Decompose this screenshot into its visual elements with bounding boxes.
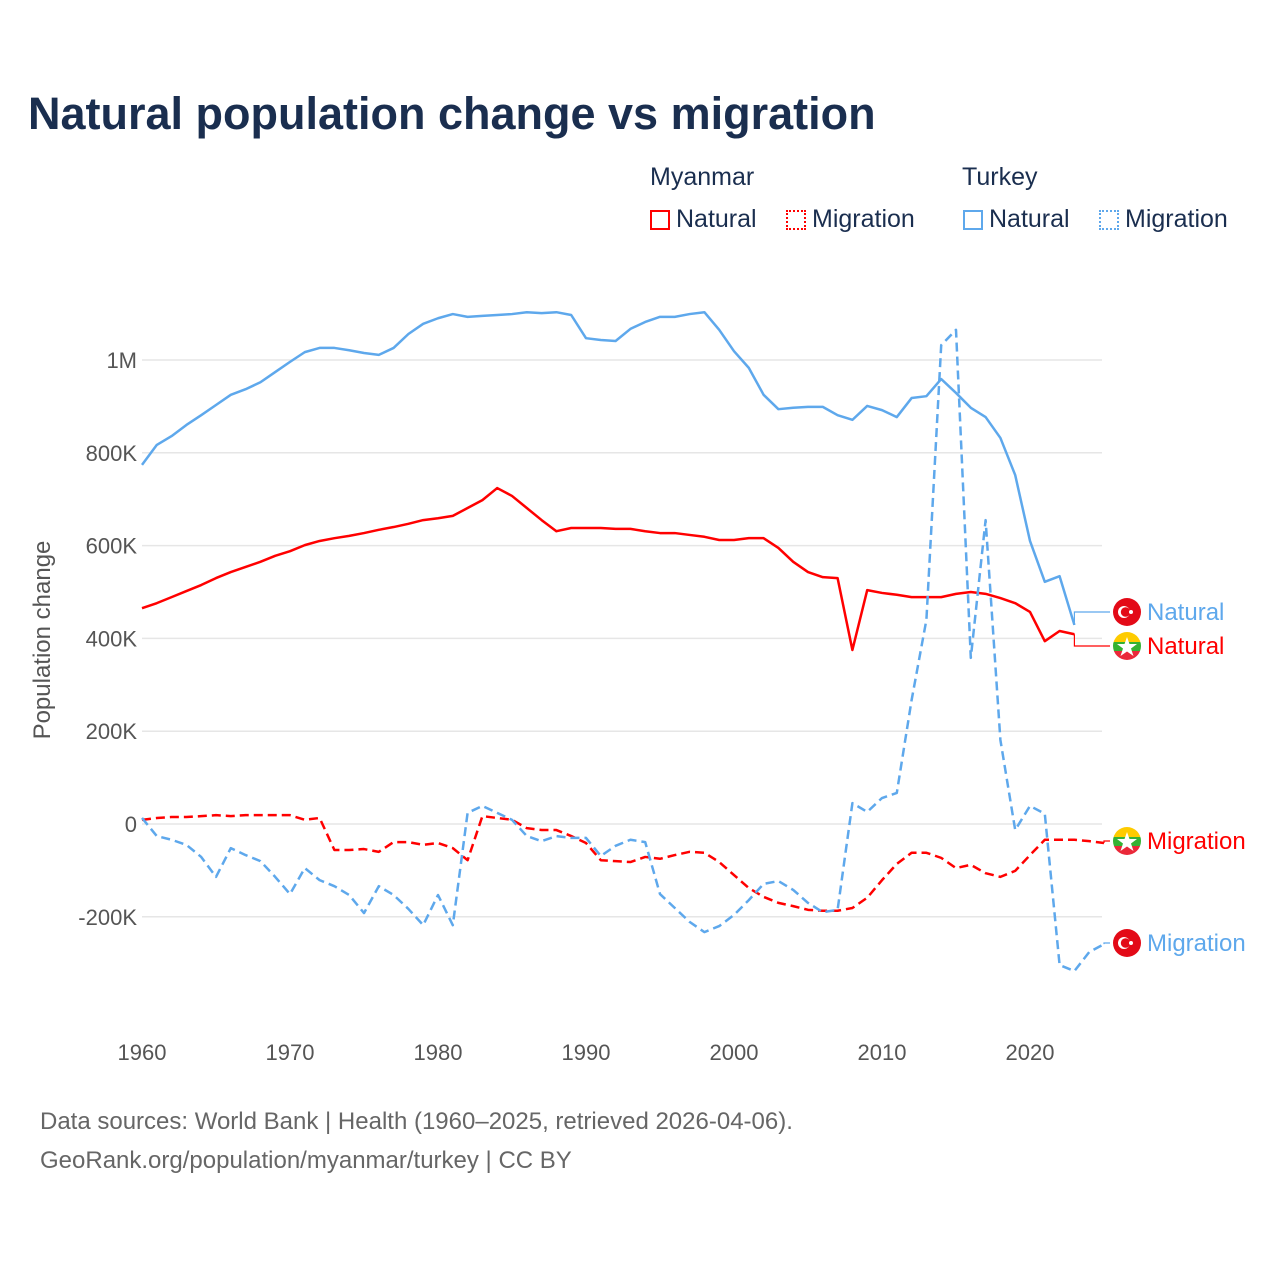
x-tick-label: 1970 (266, 1040, 315, 1065)
legend-label: Natural (989, 205, 1070, 233)
legend-myanmar-natural[interactable]: Natural (650, 205, 757, 234)
turkey-flag-icon (1113, 598, 1141, 626)
x-tick-label: 2000 (710, 1040, 759, 1065)
flag-red (1113, 846, 1141, 855)
flag-crescent-cut (1120, 938, 1131, 948)
myanmar-flag-icon (1113, 827, 1141, 855)
end-label: Natural (1147, 633, 1224, 660)
flag-red (1113, 651, 1141, 660)
turkey-migration-line (141, 328, 1105, 973)
label-connector (1103, 840, 1110, 844)
legend-label: Natural (676, 205, 757, 233)
x-tick-label: 1960 (118, 1040, 167, 1065)
legend-group-turkey: Turkey (962, 163, 1038, 191)
myanmar-flag-icon (1113, 632, 1141, 660)
legend-turkey-migration[interactable]: Migration (1099, 205, 1228, 234)
legend-swatch-solid (650, 209, 670, 230)
y-tick-label: 600K (86, 534, 138, 559)
flag-star (1117, 637, 1137, 656)
flag-star (1129, 610, 1133, 614)
label-connector (1103, 942, 1110, 945)
turkey-flag-icon (1113, 929, 1141, 957)
legend-swatch-dotted (786, 209, 806, 230)
footer-sources: Data sources: World Bank | Health (1960–… (40, 1108, 793, 1135)
x-tick-label: 2020 (1006, 1040, 1055, 1065)
y-tick-label: 0 (125, 812, 137, 837)
x-tick-label: 2010 (858, 1040, 907, 1065)
flag-stripes (1113, 632, 1141, 660)
legend-swatch-solid (963, 209, 983, 230)
chart-title: Natural population change vs migration (28, 88, 876, 139)
end-label: Migration (1147, 828, 1246, 855)
legend-group-myanmar: Myanmar (650, 163, 755, 191)
footer-link[interactable]: GeoRank.org/population/myanmar/turkey | … (40, 1147, 572, 1174)
flag-crescent-cut (1120, 607, 1131, 617)
end-label: Migration (1147, 930, 1246, 957)
y-tick-label: -200K (78, 905, 137, 930)
x-tick-label: 1990 (562, 1040, 611, 1065)
legend-label: Migration (1125, 205, 1228, 233)
turkey-natural-line (140, 310, 1076, 626)
y-tick-label: 800K (86, 441, 138, 466)
legend-label: Migration (812, 205, 915, 233)
myanmar-natural-line (141, 486, 1075, 652)
legend-turkey-natural[interactable]: Natural (963, 205, 1070, 234)
legend-swatch-dotted (1099, 209, 1119, 230)
y-tick-label: 200K (86, 719, 138, 744)
flag-star (1129, 941, 1133, 945)
flag-stripes (1113, 827, 1141, 855)
y-axis-label: Population change (29, 541, 56, 740)
y-tick-label: 400K (86, 626, 138, 651)
y-tick-label: 1M (106, 348, 137, 373)
label-connector (1073, 611, 1110, 625)
legend-myanmar-migration[interactable]: Migration (786, 205, 915, 234)
end-label: Natural (1147, 599, 1224, 626)
x-tick-label: 1980 (414, 1040, 463, 1065)
label-connector (1073, 634, 1110, 647)
myanmar-migration-line (141, 813, 1105, 913)
flag-star (1117, 832, 1137, 851)
